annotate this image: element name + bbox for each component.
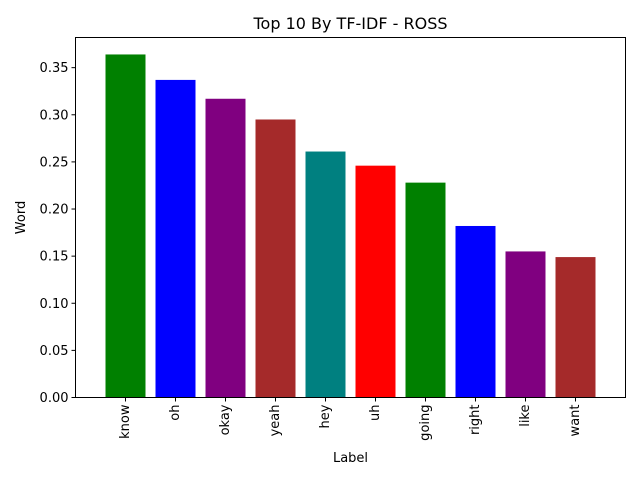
y-tick-label: 0.15: [40, 250, 69, 265]
bar-oh: [155, 79, 196, 398]
x-tick-label: want: [568, 405, 583, 437]
x-tick-label: right: [468, 405, 483, 436]
bar-know: [105, 54, 146, 398]
y-axis: 0.00 0.05 0.10 0.15 0.20 0.25 0.30 0.35: [40, 61, 76, 406]
bar-want: [555, 257, 596, 398]
y-tick-label: 0.20: [40, 203, 69, 218]
x-tick-label: going: [418, 405, 433, 441]
x-tick-label: like: [518, 405, 533, 427]
bar-like: [505, 251, 546, 398]
bar-okay: [205, 98, 246, 398]
x-axis: know oh okay yeah hey uh going right like want: [118, 397, 583, 441]
y-tick-label: 0.10: [40, 297, 69, 312]
y-tick-label: 0.00: [40, 391, 69, 406]
bar-yeah: [255, 119, 296, 398]
x-tick-label: oh: [168, 405, 183, 421]
chart-title: Top 10 By TF-IDF - ROSS: [252, 14, 447, 33]
y-tick-label: 0.05: [40, 344, 69, 359]
x-tick-label: uh: [368, 405, 383, 421]
x-axis-label: Label: [333, 451, 368, 466]
y-tick-label: 0.35: [40, 61, 69, 76]
x-tick-label: yeah: [268, 405, 283, 437]
bar-uh: [355, 165, 396, 398]
x-tick-label: okay: [218, 404, 233, 435]
y-tick-label: 0.25: [40, 155, 69, 170]
y-axis-label: Word: [14, 201, 29, 234]
bar-right: [455, 225, 496, 398]
plot-frame: [75, 37, 626, 398]
x-tick-label: hey: [318, 404, 333, 428]
x-tick-label: know: [118, 404, 133, 439]
bar-going: [405, 182, 446, 398]
y-tick-label: 0.30: [40, 108, 69, 123]
bar-hey: [305, 151, 346, 398]
bars-group: [105, 54, 596, 398]
